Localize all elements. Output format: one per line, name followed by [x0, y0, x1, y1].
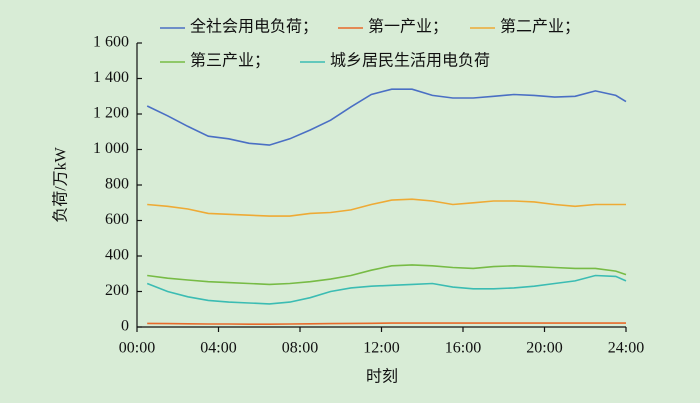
series-line: [146, 274, 627, 305]
y-tick-label: 600: [105, 211, 129, 228]
x-tick-label: 16:00: [445, 340, 481, 357]
y-tick-label: 1 600: [93, 34, 129, 51]
y-axis-label: 负荷/万kW: [52, 146, 70, 222]
y-tick-label: 1 400: [93, 69, 129, 86]
x-axis-label: 时刻: [366, 368, 398, 386]
x-tick-label: 08:00: [282, 340, 318, 357]
legend-label: 全社会用电负荷；: [190, 18, 318, 36]
series-line: [147, 264, 627, 286]
y-tick-label: 1 000: [93, 140, 129, 157]
legend-label: 第一产业；: [368, 18, 448, 36]
x-tick-label: 04:00: [200, 340, 236, 357]
legend-label: 第三产业；: [190, 52, 270, 70]
x-tick-label: 20:00: [526, 340, 562, 357]
legend-label: 城乡居民生活用电负荷: [330, 52, 490, 70]
x-tick-label: 12:00: [363, 340, 399, 357]
series-line: [147, 322, 626, 325]
legend-label: 第二产业；: [500, 18, 580, 36]
series-line: [147, 198, 626, 217]
y-tick-label: 400: [105, 247, 129, 264]
x-tick-label: 00:00: [119, 340, 155, 357]
y-tick-label: 0: [121, 318, 129, 335]
series-line: [146, 88, 627, 146]
y-tick-label: 200: [105, 282, 129, 299]
y-tick-label: 800: [105, 176, 129, 193]
x-tick-label: 24:00: [608, 340, 644, 357]
y-tick-label: 1 200: [93, 105, 129, 122]
